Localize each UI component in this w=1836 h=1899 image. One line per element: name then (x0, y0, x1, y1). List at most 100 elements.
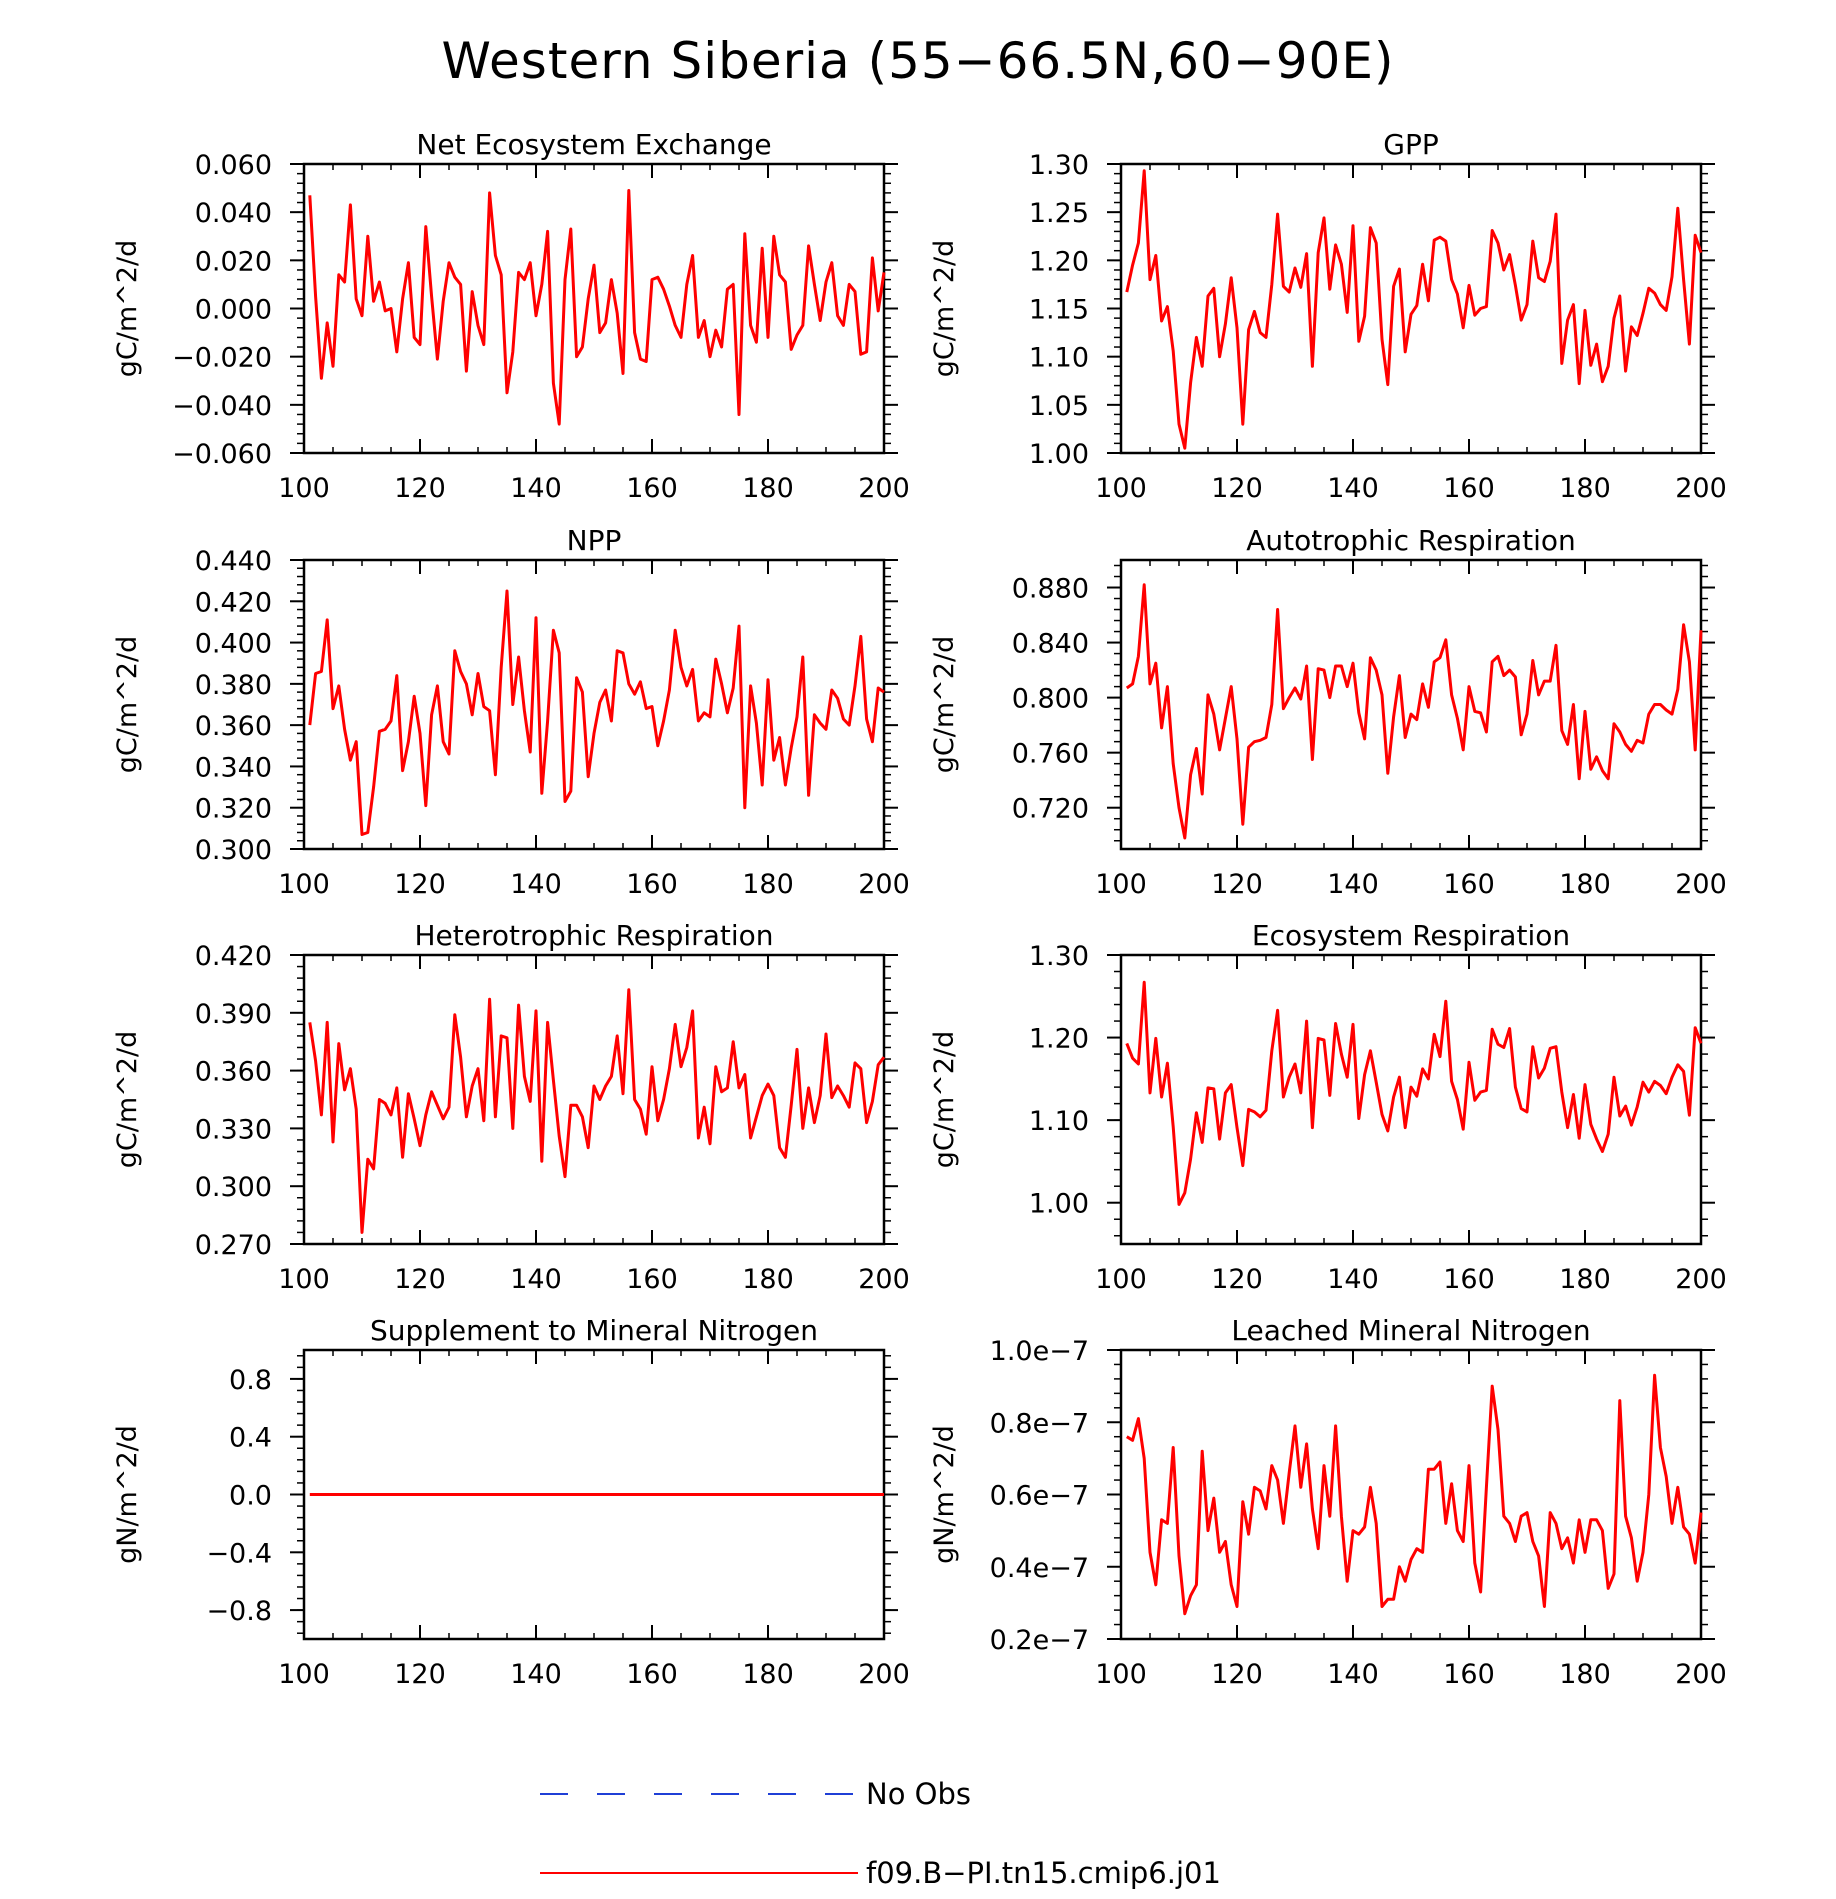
panel-net-ecosystem-exchange-title: Net Ecosystem Exchange (416, 128, 771, 161)
panel-ecosystem-respiration-xtick-label: 180 (1559, 1264, 1611, 1295)
panel-ecosystem-respiration-ytick-label: 1.00 (1029, 1189, 1089, 1220)
panel-leached-mineral-nitrogen-ylabel: gN/m^2/d (929, 1425, 960, 1564)
panel-leached-mineral-nitrogen: Leached Mineral Nitrogen gN/m^2/d 100 120 14… (929, 1314, 1727, 1690)
panel-net-ecosystem-exchange-xtick-label: 180 (742, 473, 794, 504)
panel-autotrophic-respiration-title: Autotrophic Respiration (1246, 524, 1575, 557)
panel-leached-mineral-nitrogen-ytick-label: 0.6e−7 (990, 1481, 1089, 1512)
panel-net-ecosystem-exchange-ytick-label: −0.060 (172, 439, 272, 470)
panel-ecosystem-respiration-xtick-label: 100 (1095, 1264, 1147, 1295)
panel-gpp-ylabel: gC/m^2/d (929, 240, 960, 377)
legend-model-label: f09.B−PI.tn15.cmip6.j01 (866, 1856, 1221, 1890)
panel-heterotrophic-respiration-ytick-label: 0.390 (195, 999, 272, 1030)
panel-npp-ytick-label: 0.440 (195, 546, 272, 577)
figure-title: Western Siberia (55−66.5N,60−90E) (442, 32, 1395, 90)
panel-gpp: GPP gC/m^2/d 100 120 140 160 180 200 1.00 1.05 1.1… (929, 128, 1727, 504)
panel-autotrophic-respiration-ytick-label: 0.840 (1012, 629, 1089, 660)
panel-autotrophic-respiration-xtick-label: 200 (1675, 869, 1727, 900)
legend: No Obs f09.B−PI.tn15.cmip6.j01 (540, 1777, 1221, 1890)
panel-gpp-ytick-label: 1.20 (1029, 246, 1089, 277)
panel-net-ecosystem-exchange-xtick-label: 120 (394, 473, 446, 504)
panel-heterotrophic-respiration: Heterotrophic Respiration gC/m^2/d 100 120 1… (112, 919, 910, 1295)
panel-heterotrophic-respiration-xtick-label: 200 (858, 1264, 910, 1295)
panel-leached-mineral-nitrogen-title: Leached Mineral Nitrogen (1231, 1314, 1590, 1347)
panel-leached-mineral-nitrogen-ytick-label: 0.8e−7 (990, 1408, 1089, 1439)
panel-gpp-series-line (1125, 169, 1703, 450)
panel-gpp-title: GPP (1383, 128, 1438, 161)
panel-ecosystem-respiration: Ecosystem Respiration gC/m^2/d 100 120 140 16… (929, 919, 1727, 1295)
panel-autotrophic-respiration-xtick-label: 100 (1095, 869, 1147, 900)
panel-gpp-ytick-label: 1.15 (1029, 295, 1089, 326)
panel-net-ecosystem-exchange-xtick-label: 160 (626, 473, 678, 504)
panel-ecosystem-respiration-ylabel: gC/m^2/d (929, 1031, 960, 1168)
panel-gpp-xtick-label: 180 (1559, 473, 1611, 504)
panel-npp-xtick-label: 160 (626, 869, 678, 900)
panel-autotrophic-respiration-ytick-label: 0.800 (1012, 684, 1089, 715)
panel-net-ecosystem-exchange-ytick-label: −0.020 (172, 343, 272, 374)
panel-leached-mineral-nitrogen-ytick-label: 1.0e−7 (990, 1336, 1089, 1367)
panel-net-ecosystem-exchange-ytick-label: 0.060 (195, 150, 272, 181)
panel-ecosystem-respiration-xtick-label: 200 (1675, 1264, 1727, 1295)
panel-heterotrophic-respiration-xtick-label: 140 (510, 1264, 562, 1295)
panel-net-ecosystem-exchange-ytick-label: 0.000 (195, 295, 272, 326)
panel-heterotrophic-respiration-xtick-label: 160 (626, 1264, 678, 1295)
panel-leached-mineral-nitrogen-xtick-label: 160 (1443, 1659, 1495, 1690)
panel-gpp-xtick-label: 100 (1095, 473, 1147, 504)
panel-npp: NPP gC/m^2/d 100 120 140 160 180 200 0.300 0.320 0… (112, 524, 910, 900)
panel-net-ecosystem-exchange-ytick-label: −0.040 (172, 391, 272, 422)
panel-npp-ytick-label: 0.320 (195, 794, 272, 825)
panel-supplement-to-mineral-nitrogen-ytick-label: 0.4 (229, 1423, 272, 1454)
chart-panels: Net Ecosystem Exchange gC/m^2/d 100 120 140 1… (112, 128, 1727, 1690)
panel-heterotrophic-respiration-xtick-label: 100 (278, 1264, 330, 1295)
panel-supplement-to-mineral-nitrogen-ytick-label: 0.8 (229, 1365, 272, 1396)
legend-obs-label: No Obs (866, 1777, 971, 1811)
panel-autotrophic-respiration: Autotrophic Respiration gC/m^2/d 100 120 140… (929, 524, 1727, 900)
panel-supplement-to-mineral-nitrogen-ytick-label: −0.4 (206, 1538, 272, 1569)
panel-supplement-to-mineral-nitrogen-ytick-label: −0.8 (206, 1596, 272, 1627)
panel-heterotrophic-respiration-ytick-label: 0.270 (195, 1230, 272, 1261)
panel-leached-mineral-nitrogen-xtick-label: 100 (1095, 1659, 1147, 1690)
panel-leached-mineral-nitrogen-xtick-label: 200 (1675, 1659, 1727, 1690)
panel-net-ecosystem-exchange-xtick-label: 140 (510, 473, 562, 504)
panel-npp-ytick-label: 0.380 (195, 670, 272, 701)
panel-npp-xtick-label: 200 (858, 869, 910, 900)
panel-supplement-to-mineral-nitrogen-xtick-label: 120 (394, 1659, 446, 1690)
panel-heterotrophic-respiration-ytick-label: 0.420 (195, 941, 272, 972)
legend-item-model: f09.B−PI.tn15.cmip6.j01 (540, 1856, 1221, 1890)
panel-leached-mineral-nitrogen-xtick-label: 120 (1211, 1659, 1263, 1690)
panel-supplement-to-mineral-nitrogen-ytick-label: 0.0 (229, 1481, 272, 1512)
panel-gpp-xtick-label: 140 (1327, 473, 1379, 504)
panel-ecosystem-respiration-ytick-label: 1.20 (1029, 1024, 1089, 1055)
panel-supplement-to-mineral-nitrogen-xtick-label: 140 (510, 1659, 562, 1690)
panel-leached-mineral-nitrogen-series-line (1126, 1373, 1703, 1616)
panel-ecosystem-respiration-title: Ecosystem Respiration (1252, 919, 1570, 952)
panel-heterotrophic-respiration-title: Heterotrophic Respiration (415, 919, 774, 952)
panel-npp-xtick-label: 180 (742, 869, 794, 900)
panel-autotrophic-respiration-xtick-label: 160 (1443, 869, 1495, 900)
panel-net-ecosystem-exchange-ylabel: gC/m^2/d (112, 240, 143, 377)
panel-ecosystem-respiration-ytick-label: 1.10 (1029, 1106, 1089, 1137)
panel-supplement-to-mineral-nitrogen-xtick-label: 180 (742, 1659, 794, 1690)
panel-npp-ytick-label: 0.360 (195, 711, 272, 742)
legend-item-obs: No Obs (540, 1777, 971, 1811)
panel-net-ecosystem-exchange-series-line (308, 189, 886, 426)
panel-autotrophic-respiration-xtick-label: 120 (1211, 869, 1263, 900)
panel-npp-xtick-label: 120 (394, 869, 446, 900)
panel-supplement-to-mineral-nitrogen: Supplement to Mineral Nitrogen gN/m^2/d 10… (112, 1314, 910, 1690)
panel-npp-ytick-label: 0.340 (195, 752, 272, 783)
panel-gpp-xtick-label: 120 (1211, 473, 1263, 504)
panel-gpp-ytick-label: 1.10 (1029, 343, 1089, 374)
panel-autotrophic-respiration-ytick-label: 0.720 (1012, 794, 1089, 825)
panel-autotrophic-respiration-ylabel: gC/m^2/d (929, 636, 960, 773)
panel-autotrophic-respiration-ytick-label: 0.880 (1012, 574, 1089, 605)
panel-gpp-xtick-label: 160 (1443, 473, 1495, 504)
panel-autotrophic-respiration-series-line (1125, 583, 1703, 840)
panel-heterotrophic-respiration-xtick-label: 120 (394, 1264, 446, 1295)
panel-supplement-to-mineral-nitrogen-xtick-label: 100 (278, 1659, 330, 1690)
panel-npp-title: NPP (567, 524, 622, 557)
panel-ecosystem-respiration-xtick-label: 140 (1327, 1264, 1379, 1295)
panel-gpp-ytick-label: 1.30 (1029, 150, 1089, 181)
panel-supplement-to-mineral-nitrogen-xtick-label: 200 (858, 1659, 910, 1690)
panel-leached-mineral-nitrogen-ytick-label: 0.2e−7 (990, 1625, 1089, 1656)
